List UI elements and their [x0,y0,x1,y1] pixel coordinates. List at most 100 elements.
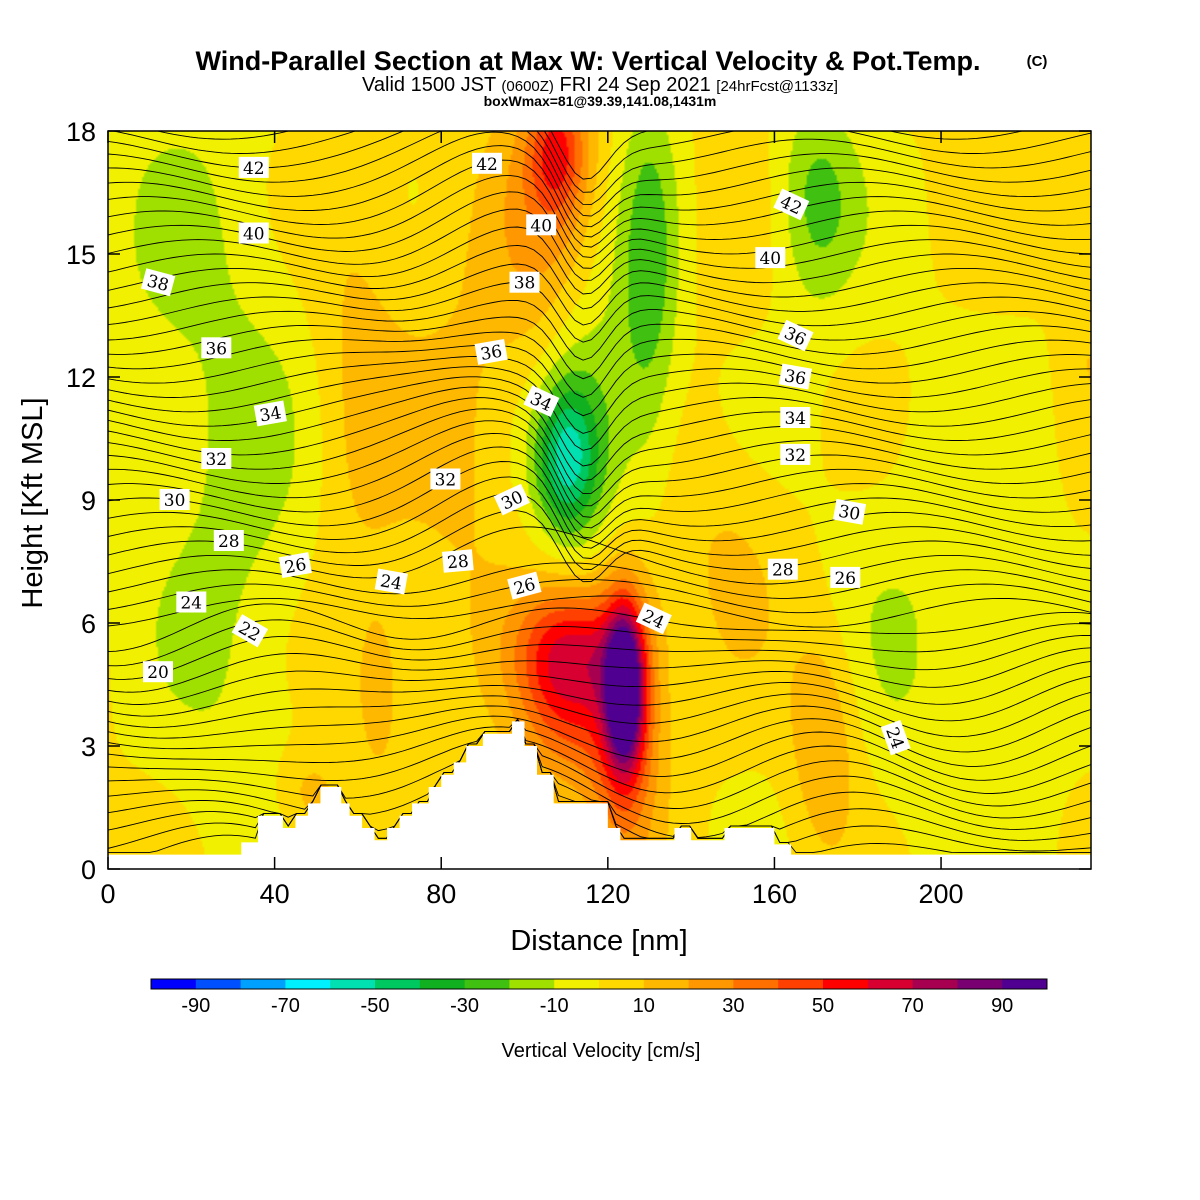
theta-contour-line [108,476,1091,559]
theta-contour-label: 40 [755,247,786,269]
colorbar-swatch [643,979,690,989]
svg-text:24: 24 [379,571,404,594]
svg-text:32: 32 [784,446,806,466]
colorbar-swatch [957,979,1003,989]
theta-contour-line [108,718,1091,809]
chart-title: Wind-Parallel Section at Max W: Vertical… [196,46,981,76]
theta-contour-line [108,226,1091,295]
theta-contour-label: 42 [238,156,269,179]
forecast-info: [24hrFcst@1133z] [716,78,838,95]
colorbar-swatch [688,979,734,989]
theta-contour-label: 42 [472,152,502,175]
colorbar-swatch [195,979,242,989]
valid-prefix: Valid 1500 JST [362,74,496,96]
theta-contour-line [108,131,1091,228]
theta-contour-line [108,344,1091,417]
theta-contour-label: 30 [159,489,190,511]
x-tick-label: 200 [919,879,964,909]
colorbar-tick-label: 70 [901,995,923,1017]
theta-contour-line [155,131,1024,180]
theta-contour-line [108,432,1091,529]
theta-contour-label: 28 [767,558,798,581]
svg-text:34: 34 [258,403,283,426]
colorbar-tick-label: -10 [540,995,569,1017]
theta-contour-line [108,159,1091,248]
theta-contour-line [108,595,1091,628]
valid-time-subtitle: Valid 1500 JST (0600Z) FRI 24 Sep 2021 [… [362,74,838,96]
theta-contour-label: 32 [780,443,811,466]
x-tick-label: 80 [426,879,456,909]
svg-text:30: 30 [164,491,186,511]
x-tick-label: 40 [260,879,290,909]
colorbar-tick-label: -90 [181,995,210,1017]
theta-contour-line [108,715,1091,767]
colorbar-tick-label: 50 [812,995,834,1017]
terrain [108,721,1091,869]
theta-contour-line [108,331,1091,398]
theta-contour-line [108,299,1091,361]
theta-contour-label: 26 [830,566,861,589]
colorbar-swatch [285,979,331,989]
theta-contour-label: 24 [374,568,408,595]
theta-contour-line [108,619,1091,667]
theta-contour-label: 32 [201,448,232,470]
svg-text:42: 42 [243,159,265,179]
x-tick-label: 160 [752,879,797,909]
theta-contour-label: 30 [832,498,867,525]
colorbar-label: Vertical Velocity [cm/s] [502,1040,701,1062]
colorbar-swatch [330,979,376,989]
colorbar-swatch [778,979,824,989]
theta-contour-line [108,386,1091,481]
theta-contour-line [108,145,1091,238]
svg-text:40: 40 [243,225,265,245]
colorbar-tick-label: 90 [991,995,1013,1017]
theta-contour-line [108,718,1091,839]
x-tick-label: 0 [100,879,115,909]
theta-contour-line [108,244,1091,310]
theta-contour-line [108,282,1091,343]
theta-contour-line [108,191,1091,269]
theta-contour-line [108,603,1091,653]
colorbar-swatch [554,979,600,989]
colorbar-swatch [464,979,510,989]
theta-contour-label: 28 [441,549,474,573]
theta-contour-line [108,208,1091,281]
theta-contour-line [108,579,1091,614]
theta-contour-line [108,355,1091,434]
theta-contour-line [108,660,1091,705]
svg-text:36: 36 [783,366,808,389]
svg-text:30: 30 [837,502,862,525]
colorbar-swatch [599,979,645,989]
svg-text:32: 32 [435,471,457,491]
y-tick-label: 6 [81,609,96,639]
theta-contour-line [108,397,1091,495]
theta-contour-line [108,408,1091,507]
valid-date: FRI 24 Sep 2021 [560,74,711,96]
svg-text:28: 28 [772,561,794,581]
theta-contour-line [108,510,1091,583]
colorbar: -90 -70 -50 -30 -10 10 30 50 70 90 [150,978,1048,1017]
theta-contour-label: 40 [526,214,557,236]
svg-text:26: 26 [834,569,856,589]
x-tick-label: 120 [585,879,630,909]
colorbar-tick-label: -50 [361,995,390,1017]
colorbar-swatch [509,979,555,989]
theta-contour-line [108,718,1091,824]
colorbar-swatch [151,979,197,989]
valid-utc: (0600Z) [501,78,554,95]
svg-text:36: 36 [479,342,504,365]
colorbar-tick-label: 10 [633,995,655,1017]
y-tick-label: 9 [81,486,96,516]
theta-contour-label: 36 [474,338,508,365]
theta-contour-line [108,461,1091,549]
x-axis-label: Distance [nm] [510,925,687,957]
theta-contour-line [108,316,1091,380]
copyright-mark: (C) [1027,53,1048,70]
theta-contour-lines [108,131,1091,854]
theta-contour-line [108,718,1091,781]
theta-contour-line [108,420,1091,518]
colorbar-tick-label: 30 [722,995,744,1017]
colorbar-swatch [912,979,958,989]
